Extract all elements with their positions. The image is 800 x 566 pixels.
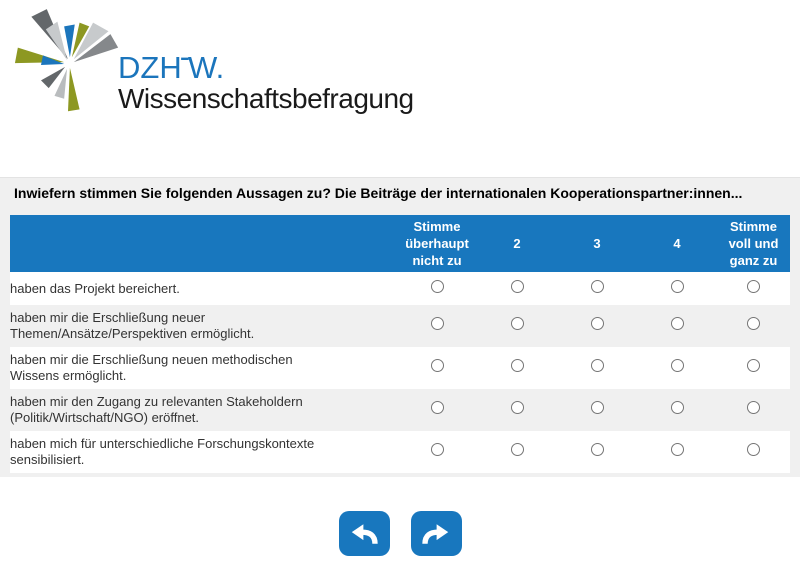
radio-option[interactable] — [430, 443, 444, 456]
radio-option[interactable] — [747, 279, 760, 293]
radio-cell — [557, 431, 637, 473]
radio-option[interactable] — [670, 317, 684, 330]
radio-option[interactable] — [670, 401, 684, 414]
row-label: haben mir die Erschließung neuen methodi… — [10, 351, 293, 383]
radio-cell — [557, 305, 637, 347]
table-row: haben mir die Erschließung neuen methodi… — [10, 347, 790, 389]
radio-cell — [637, 389, 717, 431]
radio-cell — [477, 347, 557, 389]
radio-option[interactable] — [747, 359, 760, 372]
radio-cell — [717, 431, 790, 473]
table-row: haben mir die Erschließung neuer Themen/… — [10, 305, 790, 347]
table-row: haben mir den Zugang zu relevanten Stake… — [10, 389, 790, 431]
radio-option[interactable] — [430, 359, 444, 372]
radio-cell — [397, 272, 477, 305]
radio-cell — [477, 389, 557, 431]
dzhw-logo: DZH-W. Wissenschaftsbefragung — [14, 6, 414, 124]
radio-cell — [557, 272, 637, 305]
radio-cell — [557, 347, 637, 389]
radio-option[interactable] — [747, 317, 760, 330]
logo-subtitle: Wissenschaftsbefragung — [118, 83, 414, 114]
radio-cell — [637, 347, 717, 389]
radio-cell — [397, 347, 477, 389]
nav-buttons — [0, 511, 800, 556]
radio-option[interactable] — [510, 279, 524, 293]
radio-option[interactable] — [670, 279, 684, 293]
radio-option[interactable] — [747, 401, 760, 414]
radio-cell — [477, 272, 557, 305]
radio-cell — [717, 389, 790, 431]
radio-cell — [397, 389, 477, 431]
question-text: Inwiefern stimmen Sie folgenden Aussagen… — [14, 185, 743, 201]
back-button[interactable] — [338, 511, 390, 556]
next-button[interactable] — [410, 511, 462, 556]
radio-option[interactable] — [510, 359, 524, 372]
question-panel: Inwiefern stimmen Sie folgenden Aussagen… — [0, 177, 800, 477]
radio-cell — [557, 389, 637, 431]
radio-cell — [637, 305, 717, 347]
dzhw-starburst-icon — [14, 9, 119, 112]
matrix-table: Stimme überhaupt nicht zu 2 3 4 Stimme v… — [10, 215, 790, 473]
row-label: haben mir die Erschließung neuer Themen/… — [10, 309, 255, 341]
logo-brand: DZH-W. — [118, 39, 225, 85]
radio-option[interactable] — [430, 401, 444, 414]
table-row: haben mich für unterschiedliche Forschun… — [10, 431, 790, 473]
radio-option[interactable] — [747, 443, 760, 456]
scale-header-2: 2 — [477, 215, 557, 272]
row-label: haben mir den Zugang zu relevanten Stake… — [10, 393, 303, 425]
radio-option[interactable] — [590, 317, 604, 330]
radio-option[interactable] — [590, 359, 604, 372]
radio-option[interactable] — [510, 317, 524, 330]
matrix-header-empty — [10, 215, 397, 272]
radio-cell — [637, 272, 717, 305]
logo-hyphen: - — [179, 39, 191, 75]
radio-option[interactable] — [670, 443, 684, 456]
radio-cell — [477, 305, 557, 347]
radio-option[interactable] — [430, 317, 444, 330]
radio-cell — [717, 272, 790, 305]
radio-cell — [477, 431, 557, 473]
forward-arrow-icon — [422, 523, 449, 544]
radio-cell — [717, 305, 790, 347]
radio-option[interactable] — [590, 279, 604, 293]
radio-cell — [637, 431, 717, 473]
radio-cell — [397, 431, 477, 473]
radio-option[interactable] — [510, 401, 524, 414]
radio-cell — [717, 347, 790, 389]
back-arrow-icon — [351, 523, 378, 544]
scale-header-1: Stimme überhaupt nicht zu — [397, 215, 477, 272]
radio-option[interactable] — [430, 279, 444, 293]
radio-option[interactable] — [510, 443, 524, 456]
scale-header-3: 3 — [557, 215, 637, 272]
radio-option[interactable] — [590, 443, 604, 456]
table-row: haben das Projekt bereichert. — [10, 272, 790, 305]
matrix-header-row: Stimme überhaupt nicht zu 2 3 4 Stimme v… — [10, 215, 790, 272]
radio-option[interactable] — [670, 359, 684, 372]
radio-cell — [397, 305, 477, 347]
row-label: haben das Projekt bereichert. — [10, 280, 180, 296]
scale-header-5: Stimme voll und ganz zu — [717, 215, 790, 272]
radio-option[interactable] — [590, 401, 604, 414]
row-label: haben mich für unterschiedliche Forschun… — [10, 435, 315, 467]
scale-header-4: 4 — [637, 215, 717, 272]
